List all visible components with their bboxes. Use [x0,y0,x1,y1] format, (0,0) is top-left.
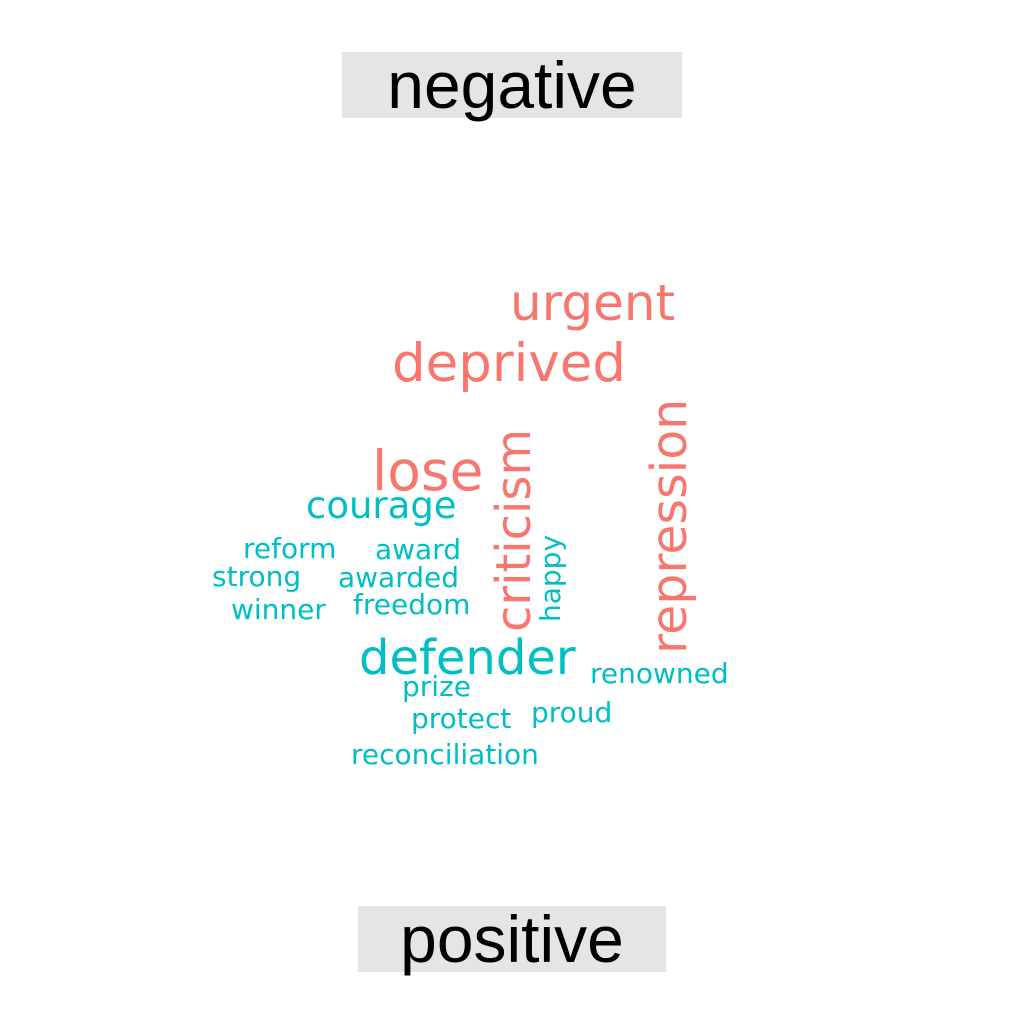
positive-group-label: positive [358,906,666,972]
word-reconciliation: reconciliation [351,738,539,771]
word-repression: repression [641,398,698,654]
word-deprived: deprived [392,333,627,394]
word-protect: protect [411,702,512,735]
word-freedom: freedom [353,588,471,621]
word-winner: winner [231,593,326,626]
word-courage: courage [306,484,457,527]
word-strong: strong [212,560,302,593]
word-criticism: criticism [486,428,542,632]
word-award: award [375,533,462,566]
word-reform: reform [243,532,337,565]
word-urgent: urgent [510,274,676,332]
word-defender: defender [359,630,576,686]
negative-group-label: negative [342,52,682,118]
word-proud: proud [531,696,613,729]
word-renowned: renowned [590,657,729,690]
word-awarded: awarded [338,561,460,594]
word-happy: happy [534,534,567,622]
word-lose: lose [372,439,484,503]
word-prize: prize [402,670,471,703]
